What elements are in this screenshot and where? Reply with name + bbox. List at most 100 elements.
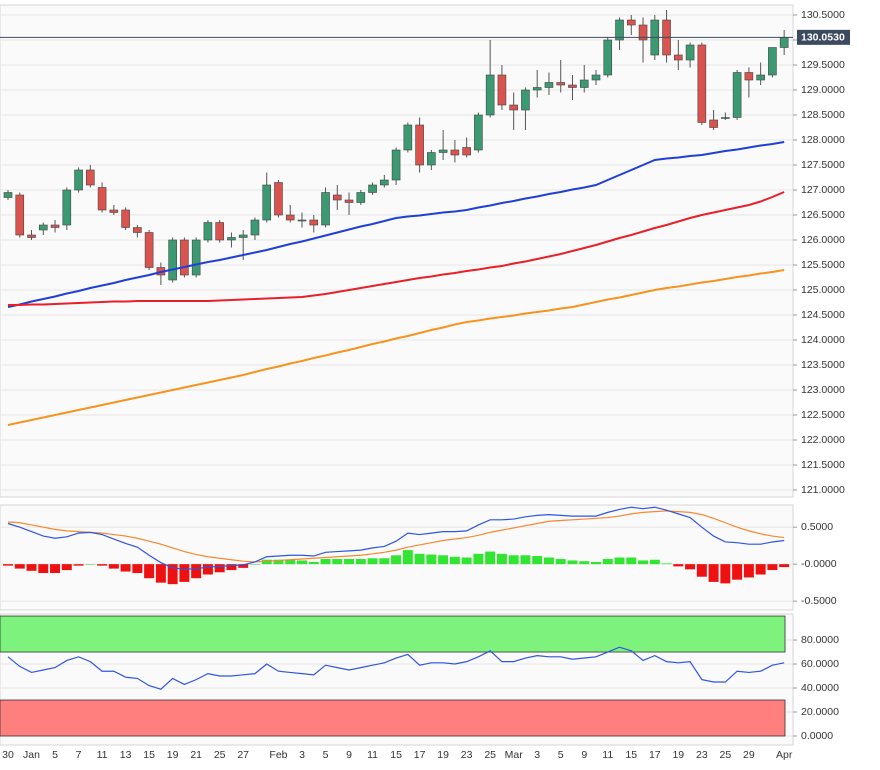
- candle-body: [391, 149, 401, 181]
- macd-histogram-bar: [555, 558, 566, 565]
- x-tick-label: 19: [167, 749, 179, 761]
- macd-histogram-bar: [485, 551, 496, 565]
- macd-histogram-bar: [543, 557, 554, 565]
- candle-body: [15, 194, 25, 236]
- y-tick-label: 126.0000: [801, 234, 845, 246]
- candle-body: [521, 89, 530, 111]
- x-tick-label: 11: [602, 749, 613, 761]
- y-tick-label: 122.0000: [801, 434, 845, 446]
- macd-histogram-bar: [755, 564, 766, 575]
- y-tick-label: 0.5000: [801, 521, 833, 533]
- x-tick-label: 11: [367, 749, 378, 761]
- x-tick-label: 19: [437, 749, 449, 761]
- macd-histogram-bar: [261, 559, 272, 565]
- main-panel: [0, 4, 794, 498]
- candle-body: [297, 219, 307, 222]
- macd-histogram-bar: [179, 564, 190, 582]
- x-tick-label: 15: [143, 749, 155, 761]
- y-tick-label: 121.0000: [801, 484, 845, 496]
- y-tick-label: 129.5000: [801, 59, 845, 71]
- candle-body: [309, 219, 319, 226]
- candle-body: [732, 72, 742, 118]
- macd-histogram-bar: [473, 553, 484, 565]
- rsi-line: [7, 646, 785, 690]
- candle-body: [462, 147, 471, 156]
- macd-histogram-bar: [61, 564, 72, 571]
- y-tick-label: 20.0000: [801, 706, 839, 718]
- macd-histogram-bar: [532, 556, 543, 565]
- macd-histogram-bar: [602, 558, 613, 565]
- macd-histogram-bar: [144, 564, 155, 579]
- last-price-label: 130.0530: [801, 32, 845, 44]
- macd-histogram-bar: [120, 564, 131, 572]
- macd-histogram-bar: [767, 564, 778, 571]
- macd-histogram-bar: [320, 558, 331, 565]
- moving-average: [7, 141, 785, 308]
- y-tick-label: 123.0000: [801, 384, 845, 396]
- x-tick-label: 9: [581, 749, 587, 761]
- macd-histogram-bar: [626, 557, 637, 565]
- macd-histogram-bar: [3, 564, 13, 566]
- candle-body: [27, 234, 36, 238]
- macd-histogram-bar: [743, 564, 754, 578]
- y-tick-label: 125.5000: [801, 259, 845, 271]
- candle-body: [497, 74, 507, 106]
- macd-histogram-bar: [367, 558, 378, 565]
- macd-histogram-bar: [426, 554, 437, 565]
- macd-histogram-bar: [38, 564, 49, 574]
- candle-body: [227, 237, 236, 241]
- macd-histogram-bar: [97, 564, 108, 566]
- candle-body: [262, 184, 272, 221]
- y-tick-label: 128.0000: [801, 134, 845, 146]
- macd-histogram-bar: [508, 555, 519, 565]
- candle-body: [38, 224, 48, 231]
- candle-body: [50, 224, 60, 228]
- moving-average: [8, 191, 785, 306]
- candle-body: [368, 184, 377, 193]
- candle-body: [532, 87, 542, 91]
- rsi-overbought-zone: [0, 615, 786, 653]
- candle-body: [603, 39, 613, 76]
- x-tick-label: 15: [390, 749, 402, 761]
- candle-body: [332, 194, 342, 201]
- x-tick-label: 30: [2, 749, 14, 761]
- candle-body: [180, 239, 189, 276]
- macd-histogram-bar: [344, 558, 355, 565]
- candle-body: [544, 82, 554, 88]
- candle-body: [674, 54, 683, 61]
- candle-body: [321, 192, 330, 226]
- candle-body: [62, 189, 72, 226]
- x-tick-label: 23: [461, 749, 473, 761]
- x-tick-label: 15: [625, 749, 637, 761]
- macd-histogram-bar: [26, 564, 37, 571]
- candle-body: [191, 239, 201, 276]
- macd-histogram-bar: [167, 564, 178, 585]
- candle-body: [509, 104, 518, 111]
- candle-body: [768, 47, 777, 76]
- macd-histogram-bar: [332, 558, 343, 565]
- y-tick-label: -0.5000: [801, 595, 837, 607]
- x-tick-label: 11: [97, 749, 108, 761]
- macd-histogram-bar: [355, 558, 366, 565]
- x-tick-label: 25: [214, 749, 226, 761]
- x-tick-label: 17: [649, 749, 661, 761]
- y-tick-label: 121.5000: [801, 459, 845, 471]
- y-tick-label: 123.5000: [801, 359, 845, 371]
- x-tick-label: 7: [76, 749, 82, 761]
- candle-body: [709, 119, 718, 128]
- candle-body: [74, 169, 83, 191]
- y-tick-label: 124.5000: [801, 309, 845, 321]
- y-tick-label: 122.5000: [801, 409, 845, 421]
- macd-histogram-bar: [779, 564, 790, 568]
- y-tick-label: 0.0000: [801, 730, 833, 742]
- macd-histogram-bar: [638, 560, 649, 565]
- macd-histogram-bar: [226, 564, 237, 571]
- macd-histogram-bar: [685, 564, 696, 570]
- candle-body: [133, 227, 142, 233]
- macd-histogram-bar: [673, 564, 684, 567]
- candle-body: [274, 182, 283, 216]
- macd-histogram-bar: [379, 558, 390, 565]
- candle-body: [380, 179, 389, 186]
- macd-histogram-bar: [391, 555, 402, 565]
- candle-body: [168, 239, 177, 281]
